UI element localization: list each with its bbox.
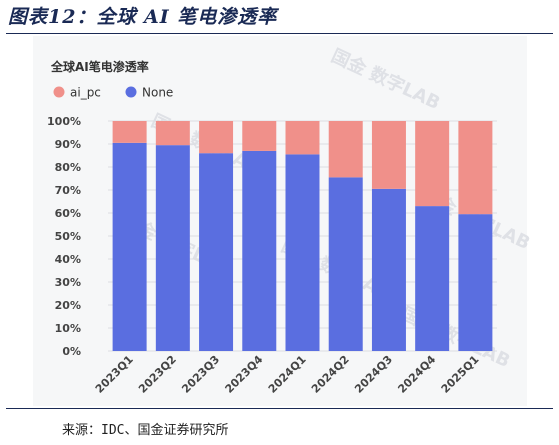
bar-None-2024Q3 [371, 188, 406, 351]
y-tick-label: 60% [55, 207, 81, 220]
bar-ai_pc-2024Q1 [285, 121, 320, 155]
x-tick-label: 2024Q2 [309, 353, 352, 396]
bar-None-2024Q4 [415, 206, 450, 351]
legend: ai_pc None [53, 86, 173, 100]
bar-ai_pc-2024Q2 [328, 121, 363, 178]
source-note: 来源：IDC、国金证券研究所 [62, 423, 229, 438]
x-tick-label: 2023Q2 [136, 353, 179, 396]
x-axis: 2023Q1 2023Q2 2023Q3 2023Q4 2024Q1 2024Q2 2024… [93, 353, 482, 396]
watermark-text: 国金 数字LAB [328, 45, 444, 115]
bar-ai_pc-2024Q4 [415, 121, 450, 207]
legend-label-ai_pc: ai_pc [70, 86, 101, 100]
bar-None-2023Q3 [199, 153, 234, 351]
legend-marker-None [125, 86, 137, 98]
bar-ai_pc-2023Q3 [199, 121, 234, 154]
bar-ai_pc-2023Q4 [242, 121, 277, 151]
y-tick-label: 100% [47, 115, 81, 128]
legend-label-None: None [142, 86, 173, 100]
y-tick-label: 40% [55, 253, 81, 266]
figure-title: 图表12：全球 AI 笔电渗透率 [8, 6, 278, 28]
bar-None-2023Q2 [155, 145, 190, 351]
x-tick-label: 2025Q1 [439, 353, 482, 396]
top-rule [6, 33, 553, 34]
y-tick-label: 70% [55, 184, 81, 197]
bar-None-2023Q1 [112, 142, 147, 351]
y-axis: 0% 10% 20% 30% 40% 50% 60% 70% 80% 90% 100% [47, 115, 81, 358]
bar-None-2025Q1 [458, 214, 493, 351]
legend-marker-ai_pc [53, 86, 65, 98]
chart-title: 全球AI笔电渗透率 [50, 59, 149, 74]
bar-ai_pc-2025Q1 [458, 121, 493, 215]
y-tick-label: 30% [55, 276, 81, 289]
bar-ai_pc-2024Q3 [371, 121, 406, 189]
y-tick-label: 90% [55, 138, 81, 151]
y-tick-label: 20% [55, 299, 81, 312]
y-tick-label: 0% [62, 345, 81, 358]
x-tick-label: 2024Q3 [352, 353, 395, 396]
bar-ai_pc-2023Q2 [155, 121, 190, 146]
y-tick-label: 80% [55, 161, 81, 174]
y-tick-label: 50% [55, 230, 81, 243]
bar-None-2024Q1 [285, 154, 320, 351]
x-tick-label: 2023Q3 [179, 353, 222, 396]
x-tick-label: 2024Q1 [266, 353, 309, 396]
bar-None-2023Q4 [242, 150, 277, 351]
x-tick-label: 2024Q4 [395, 353, 438, 396]
bar-ai_pc-2023Q1 [112, 121, 147, 143]
x-tick-label: 2023Q4 [223, 353, 266, 396]
y-tick-label: 10% [55, 322, 81, 335]
bar-None-2024Q2 [328, 177, 363, 351]
x-tick-label: 2023Q1 [93, 353, 136, 396]
bottom-rule [6, 408, 553, 409]
bars [112, 121, 493, 351]
